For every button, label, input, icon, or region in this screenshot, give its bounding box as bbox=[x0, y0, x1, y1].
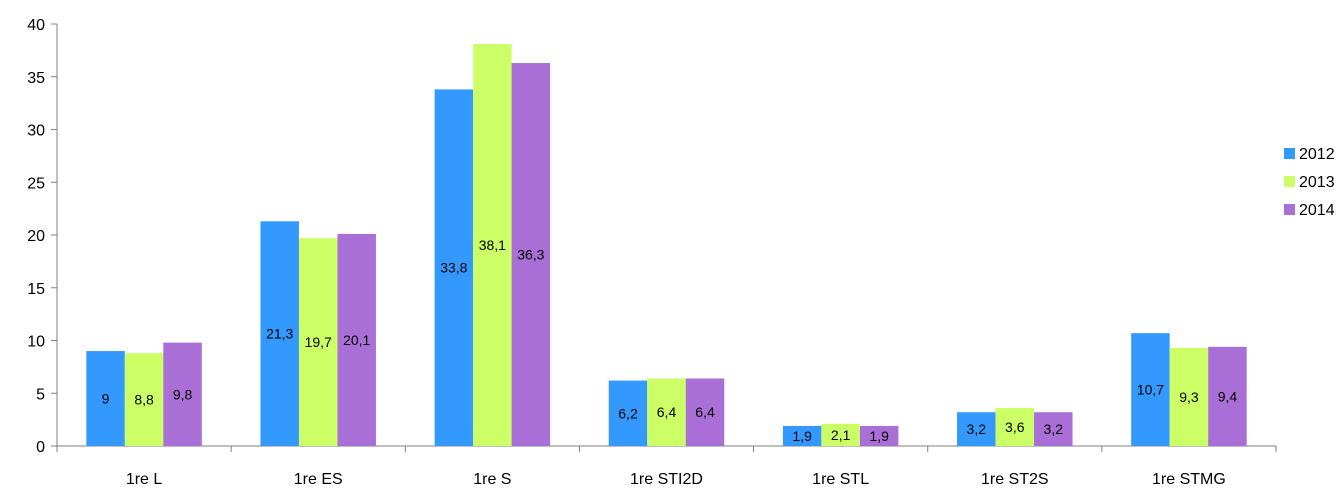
data-label: 9,8 bbox=[173, 386, 193, 402]
legend-label: 2012 bbox=[1299, 146, 1335, 163]
bar-2012 bbox=[957, 412, 996, 446]
y-tick-label: 35 bbox=[27, 70, 45, 87]
y-tick-label: 5 bbox=[36, 386, 45, 403]
bar-2014 bbox=[1208, 346, 1247, 446]
bar-2013 bbox=[995, 408, 1035, 446]
bar-2013 bbox=[473, 44, 512, 447]
y-tick-label: 25 bbox=[27, 175, 45, 192]
data-label: 3,6 bbox=[1005, 419, 1025, 435]
bar-2014 bbox=[1034, 412, 1073, 446]
y-tick-label: 0 bbox=[36, 439, 45, 456]
bar-2014 bbox=[337, 233, 376, 446]
data-label: 6,4 bbox=[695, 404, 715, 420]
data-label: 8,8 bbox=[134, 392, 154, 408]
x-category-label: 1re STI2D bbox=[630, 471, 703, 488]
x-category-label: 1re S bbox=[473, 471, 511, 488]
data-label: 9,3 bbox=[1179, 389, 1199, 405]
data-label: 6,2 bbox=[618, 405, 638, 421]
bar-2012 bbox=[782, 425, 822, 446]
legend-label: 2014 bbox=[1299, 202, 1335, 219]
data-label: 38,1 bbox=[479, 237, 506, 253]
y-tick-label: 20 bbox=[27, 228, 45, 245]
y-tick-label: 15 bbox=[27, 281, 45, 298]
data-label: 1,9 bbox=[792, 428, 812, 444]
data-label: 9,4 bbox=[1218, 388, 1238, 404]
bar-2013 bbox=[821, 423, 860, 446]
bar-2012 bbox=[434, 89, 474, 446]
bar-2014 bbox=[859, 425, 899, 446]
x-category-label: 1re ST2S bbox=[981, 471, 1049, 488]
x-category-label: 1re L bbox=[126, 471, 163, 488]
data-label: 21,3 bbox=[266, 326, 293, 342]
bar-2013 bbox=[124, 353, 164, 446]
bar-2012 bbox=[86, 351, 125, 446]
bar-2013 bbox=[298, 238, 338, 446]
data-label: 19,7 bbox=[305, 334, 332, 350]
y-tick-label: 10 bbox=[27, 334, 45, 351]
data-labels: 9 8,8 9,8 21,3 19,7 20,1 33,8 38,1 36,3 6,2 6,4 6,4… bbox=[102, 237, 1238, 444]
x-category-label: 1re STMG bbox=[1152, 471, 1226, 488]
data-label: 33,8 bbox=[440, 260, 467, 276]
bar-2014 bbox=[685, 378, 725, 446]
bar-2012 bbox=[260, 221, 299, 446]
bar-2014 bbox=[163, 342, 202, 446]
legend-label: 2013 bbox=[1299, 174, 1335, 191]
bar-2012 bbox=[1131, 333, 1170, 446]
legend: 2012 2013 2014 bbox=[1284, 146, 1335, 219]
bar-2014 bbox=[511, 63, 551, 446]
bars bbox=[86, 44, 1247, 447]
y-tick-label: 30 bbox=[27, 123, 45, 140]
data-label: 6,4 bbox=[657, 404, 677, 420]
bar-2013 bbox=[1169, 347, 1209, 446]
legend-swatch-2013 bbox=[1284, 176, 1295, 187]
legend-swatch-2014 bbox=[1284, 204, 1295, 215]
data-label: 36,3 bbox=[517, 247, 544, 263]
legend-swatch-2012 bbox=[1284, 148, 1295, 159]
x-category-label: 1re ES bbox=[294, 471, 343, 488]
data-label: 2,1 bbox=[831, 427, 851, 443]
y-tick-label: 40 bbox=[27, 17, 45, 34]
data-label: 10,7 bbox=[1137, 382, 1164, 398]
data-label: 3,2 bbox=[1044, 421, 1064, 437]
data-label: 3,2 bbox=[967, 421, 987, 437]
x-category-label: 1re STL bbox=[812, 471, 869, 488]
data-label: 20,1 bbox=[343, 332, 370, 348]
data-label: 9 bbox=[102, 391, 110, 407]
data-label: 1,9 bbox=[869, 428, 889, 444]
bar-2012 bbox=[608, 380, 648, 446]
bar-2013 bbox=[647, 378, 686, 446]
axes: 0 5 10 15 20 25 30 35 40 1re L 1re ES 1re S 1re STI2… bbox=[27, 17, 1277, 488]
